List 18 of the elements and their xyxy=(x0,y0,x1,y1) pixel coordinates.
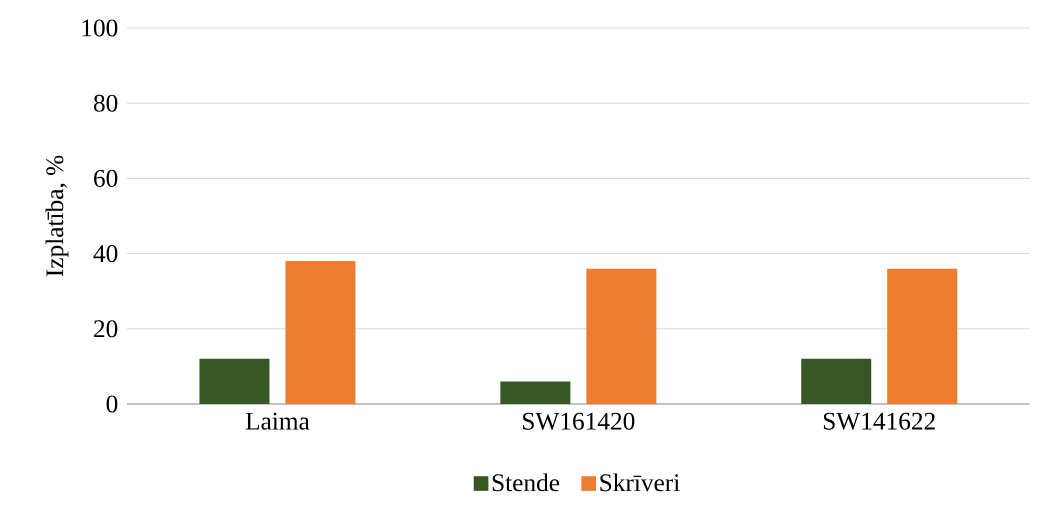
y-tick-label: 0 xyxy=(106,395,118,413)
y-tick-label: 60 xyxy=(94,169,118,187)
x-tick-label: SW161420 xyxy=(523,412,635,430)
bar xyxy=(199,358,270,404)
bar xyxy=(500,381,571,404)
y-tick-label: 40 xyxy=(93,245,118,263)
y-tick-label: 20 xyxy=(94,320,118,338)
bar xyxy=(887,268,958,404)
bar xyxy=(801,358,872,404)
x-tick-label: SW141622 xyxy=(823,412,935,430)
y-tick-label: 100 xyxy=(82,19,118,37)
bar xyxy=(586,268,657,404)
y-tick-label: 80 xyxy=(93,94,118,112)
x-tick-label: Laima xyxy=(245,412,310,430)
bar xyxy=(285,261,356,404)
legend-label: Skrīveri xyxy=(600,473,680,492)
legend-label: Stende xyxy=(492,473,560,492)
y-axis-title: Izplatība, % xyxy=(45,155,69,277)
